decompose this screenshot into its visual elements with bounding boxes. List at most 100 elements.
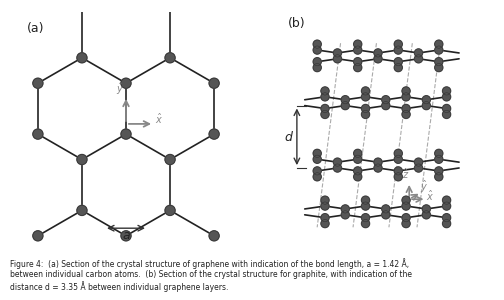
Circle shape xyxy=(313,149,321,158)
Circle shape xyxy=(354,155,362,163)
Circle shape xyxy=(321,93,329,101)
Circle shape xyxy=(165,206,175,215)
Circle shape xyxy=(77,206,87,215)
Circle shape xyxy=(394,167,402,175)
Circle shape xyxy=(435,173,443,181)
Circle shape xyxy=(394,64,402,72)
Circle shape xyxy=(165,154,175,165)
Circle shape xyxy=(394,46,402,54)
Circle shape xyxy=(402,214,410,222)
Circle shape xyxy=(354,64,362,72)
Circle shape xyxy=(354,167,362,175)
Circle shape xyxy=(443,196,451,204)
Circle shape xyxy=(341,96,349,104)
Circle shape xyxy=(361,220,369,228)
Circle shape xyxy=(33,129,43,139)
Circle shape xyxy=(321,202,329,210)
Circle shape xyxy=(374,55,382,63)
Circle shape xyxy=(313,46,321,54)
Circle shape xyxy=(382,101,390,110)
Circle shape xyxy=(374,49,382,57)
Circle shape xyxy=(443,87,451,95)
Circle shape xyxy=(414,49,422,57)
Text: $\hat{x}$: $\hat{x}$ xyxy=(426,188,434,203)
Circle shape xyxy=(374,158,382,166)
Circle shape xyxy=(382,96,390,104)
Circle shape xyxy=(209,78,219,88)
Circle shape xyxy=(394,155,402,163)
Circle shape xyxy=(402,104,410,112)
Circle shape xyxy=(313,167,321,175)
Circle shape xyxy=(422,211,430,219)
Circle shape xyxy=(435,167,443,175)
Circle shape xyxy=(435,40,443,48)
Circle shape xyxy=(121,78,131,88)
Circle shape xyxy=(361,214,369,222)
Circle shape xyxy=(402,220,410,228)
Circle shape xyxy=(341,205,349,213)
Circle shape xyxy=(422,101,430,110)
Circle shape xyxy=(443,214,451,222)
Circle shape xyxy=(435,64,443,72)
Circle shape xyxy=(313,40,321,48)
Circle shape xyxy=(33,231,43,241)
Circle shape xyxy=(382,205,390,213)
Text: (b): (b) xyxy=(287,17,305,30)
Circle shape xyxy=(77,53,87,63)
Circle shape xyxy=(321,214,329,222)
Circle shape xyxy=(394,149,402,158)
Circle shape xyxy=(414,55,422,63)
Circle shape xyxy=(402,110,410,118)
Circle shape xyxy=(435,46,443,54)
Circle shape xyxy=(394,40,402,48)
Circle shape xyxy=(443,93,451,101)
Circle shape xyxy=(334,55,342,63)
Circle shape xyxy=(77,154,87,165)
Circle shape xyxy=(334,49,342,57)
Circle shape xyxy=(435,149,443,158)
Circle shape xyxy=(33,78,43,88)
Text: $\hat{y}$: $\hat{y}$ xyxy=(420,178,428,195)
Circle shape xyxy=(361,87,369,95)
Circle shape xyxy=(121,231,131,241)
Circle shape xyxy=(402,202,410,210)
Circle shape xyxy=(443,104,451,112)
Circle shape xyxy=(313,155,321,163)
Circle shape xyxy=(414,158,422,166)
Circle shape xyxy=(435,155,443,163)
Circle shape xyxy=(321,110,329,118)
Circle shape xyxy=(394,173,402,181)
Circle shape xyxy=(422,205,430,213)
Circle shape xyxy=(354,46,362,54)
Text: $a$: $a$ xyxy=(121,230,131,242)
Text: (a): (a) xyxy=(27,22,44,35)
Circle shape xyxy=(361,196,369,204)
Circle shape xyxy=(354,173,362,181)
Circle shape xyxy=(361,110,369,118)
Text: $\hat{y}$: $\hat{y}$ xyxy=(116,81,124,98)
Circle shape xyxy=(121,129,131,139)
Circle shape xyxy=(354,149,362,158)
Circle shape xyxy=(321,220,329,228)
Circle shape xyxy=(313,64,321,72)
Circle shape xyxy=(361,93,369,101)
Circle shape xyxy=(209,129,219,139)
Circle shape xyxy=(443,202,451,210)
Circle shape xyxy=(374,164,382,172)
Text: $d$: $d$ xyxy=(284,130,294,144)
Circle shape xyxy=(354,58,362,66)
Circle shape xyxy=(334,164,342,172)
Circle shape xyxy=(414,164,422,172)
Circle shape xyxy=(402,93,410,101)
Circle shape xyxy=(341,211,349,219)
Circle shape xyxy=(165,53,175,63)
Circle shape xyxy=(354,40,362,48)
Text: $\hat{z}$: $\hat{z}$ xyxy=(402,167,409,181)
Circle shape xyxy=(435,58,443,66)
Circle shape xyxy=(394,58,402,66)
Circle shape xyxy=(321,87,329,95)
Circle shape xyxy=(443,220,451,228)
Circle shape xyxy=(443,110,451,118)
Circle shape xyxy=(382,211,390,219)
Circle shape xyxy=(321,196,329,204)
